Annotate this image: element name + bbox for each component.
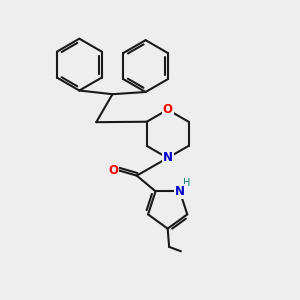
Text: O: O bbox=[163, 103, 173, 116]
Text: N: N bbox=[175, 185, 185, 198]
Text: H: H bbox=[183, 178, 191, 188]
Text: N: N bbox=[163, 152, 173, 164]
Text: O: O bbox=[108, 164, 118, 177]
